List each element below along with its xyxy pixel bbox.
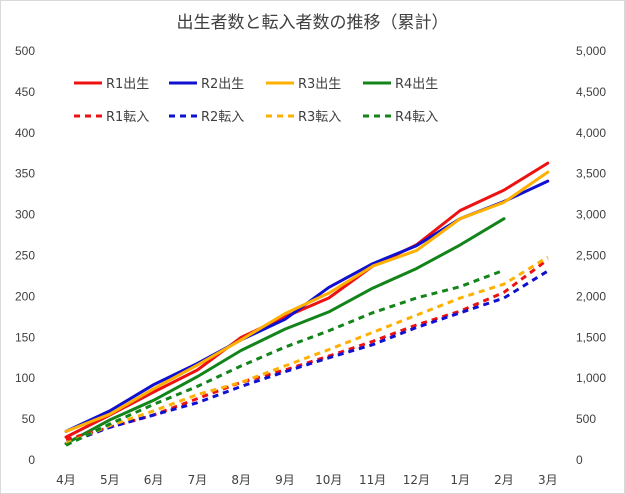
y-left-tick-label: 150 bbox=[15, 330, 35, 344]
legend-label: R4出生 bbox=[395, 77, 438, 92]
x-tick-label: 9月 bbox=[275, 473, 295, 487]
x-tick-label: 11月 bbox=[359, 473, 386, 487]
y-right-tick-label: 4,000 bbox=[576, 126, 606, 140]
series-line-R1転入 bbox=[65, 258, 549, 442]
y-right-tick-label: 3,000 bbox=[576, 208, 606, 222]
legend-label: R3出生 bbox=[298, 77, 341, 92]
x-tick-label: 7月 bbox=[188, 473, 208, 487]
y-left-tick-label: 400 bbox=[15, 126, 35, 140]
x-tick-label: 1月 bbox=[450, 473, 470, 487]
x-tick-label: 2月 bbox=[494, 473, 514, 487]
chart-title: 出生者数と転入者数の推移（累計） bbox=[176, 13, 449, 33]
y-right-tick-label: 4,500 bbox=[576, 85, 606, 99]
y-left-tick-label: 450 bbox=[15, 85, 35, 99]
legend-label: R1出生 bbox=[106, 77, 149, 92]
x-tick-label: 10月 bbox=[315, 473, 342, 487]
y-left-tick-label: 50 bbox=[22, 412, 36, 426]
x-tick-label: 3月 bbox=[538, 473, 558, 487]
y-left-tick-label: 0 bbox=[28, 453, 35, 467]
y-left-tick-label: 100 bbox=[15, 371, 35, 385]
y-right-tick-label: 3,500 bbox=[576, 167, 606, 181]
legend-label: R2出生 bbox=[201, 77, 244, 92]
x-tick-label: 12月 bbox=[403, 473, 430, 487]
series-line-R3出生 bbox=[64, 170, 550, 433]
series-line-R1出生 bbox=[64, 161, 550, 439]
y-left-tick-label: 500 bbox=[15, 44, 35, 58]
legend-label: R4転入 bbox=[395, 110, 438, 125]
x-tick-label: 5月 bbox=[100, 473, 120, 487]
y-left-tick-label: 250 bbox=[15, 249, 35, 263]
series-line-R4出生 bbox=[64, 217, 506, 446]
y-right-tick-label: 1,000 bbox=[576, 371, 606, 385]
series-line-R2転入 bbox=[65, 269, 549, 446]
x-tick-label: 6月 bbox=[144, 473, 164, 487]
x-tick-label: 4月 bbox=[56, 473, 76, 487]
legend-label: R3転入 bbox=[298, 110, 341, 125]
y-right-tick-label: 0 bbox=[576, 453, 583, 467]
series-line-R3転入 bbox=[65, 255, 549, 445]
legend-label: R2転入 bbox=[201, 110, 244, 125]
y-right-tick-label: 2,500 bbox=[576, 249, 606, 263]
y-right-tick-label: 2,000 bbox=[576, 289, 606, 303]
y-left-tick-label: 200 bbox=[15, 289, 35, 303]
legend-label: R1転入 bbox=[106, 110, 149, 125]
y-right-tick-label: 5,000 bbox=[576, 44, 606, 58]
y-left-tick-label: 300 bbox=[15, 208, 35, 222]
y-left-tick-label: 350 bbox=[15, 167, 35, 181]
series-line-R4転入 bbox=[65, 268, 505, 447]
y-right-tick-label: 1,500 bbox=[576, 330, 606, 344]
x-tick-label: 8月 bbox=[231, 473, 251, 487]
y-right-tick-label: 500 bbox=[576, 412, 596, 426]
